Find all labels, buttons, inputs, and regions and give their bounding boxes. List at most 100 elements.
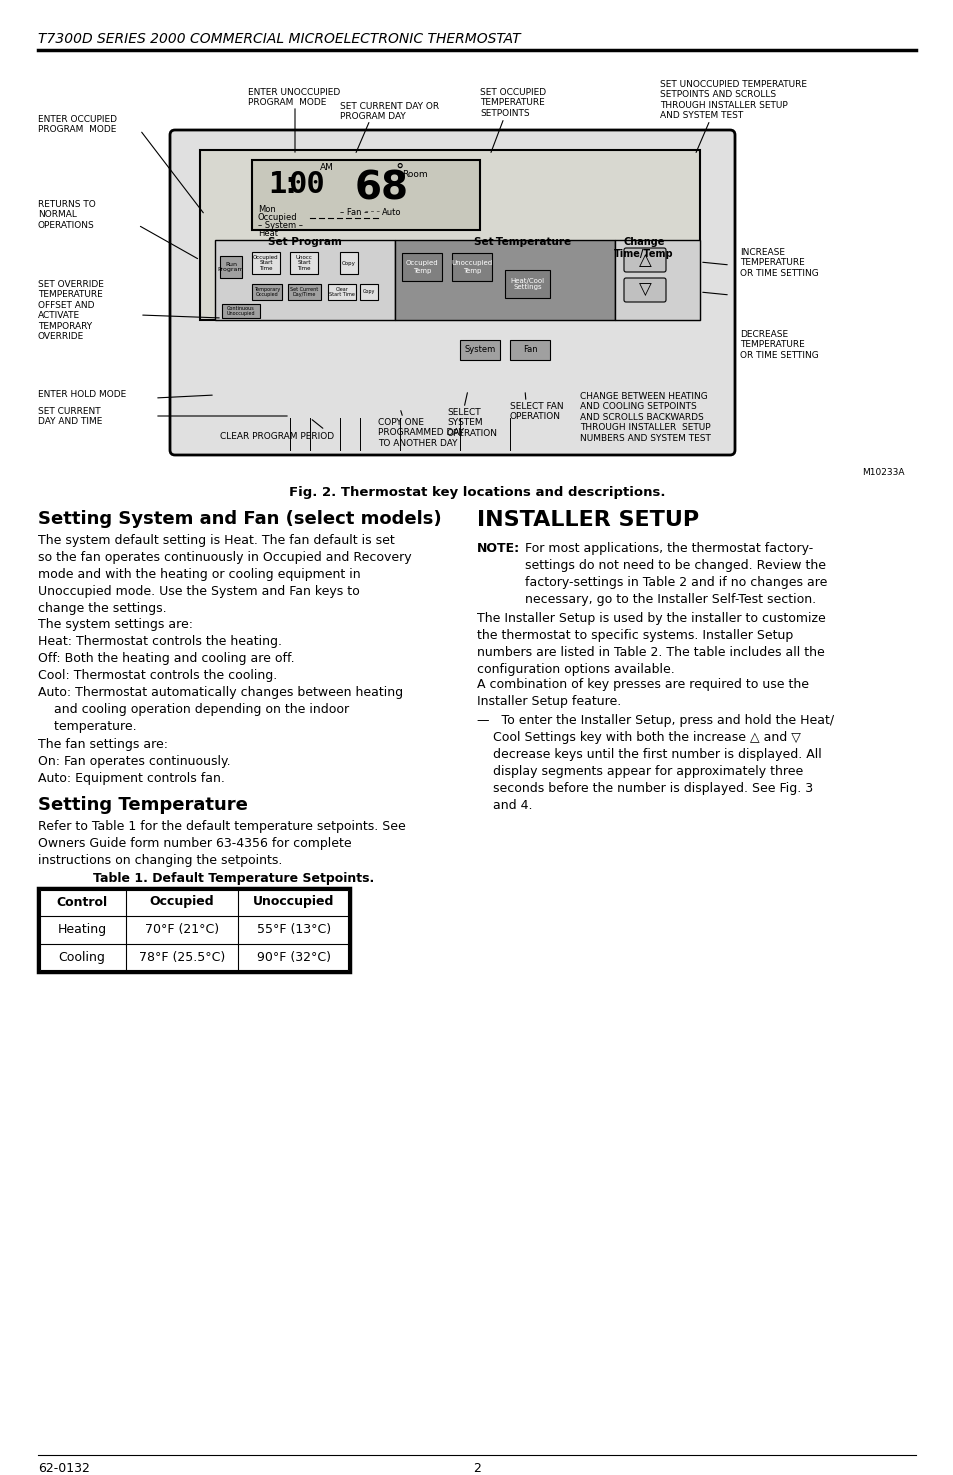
Text: Heat/Cool
Settings: Heat/Cool Settings: [510, 277, 544, 291]
Text: 1: 1: [268, 170, 286, 199]
Text: – System –: – System –: [257, 221, 303, 230]
Text: CLEAR PROGRAM PERIOD: CLEAR PROGRAM PERIOD: [220, 432, 334, 441]
Text: ENTER OCCUPIED
PROGRAM  MODE: ENTER OCCUPIED PROGRAM MODE: [38, 115, 117, 134]
Bar: [214, 240, 395, 320]
Bar: [252, 159, 479, 230]
Text: △: △: [638, 251, 651, 268]
Text: 55°F (13°C): 55°F (13°C): [256, 923, 331, 937]
Bar: [615, 240, 700, 320]
Text: Mon: Mon: [257, 205, 275, 214]
Text: Set Program: Set Program: [268, 237, 341, 246]
Bar: [395, 240, 615, 320]
Text: Temporary
Occupied: Temporary Occupied: [253, 286, 280, 298]
Bar: [38, 888, 350, 972]
Bar: [290, 252, 317, 274]
Text: Room: Room: [401, 170, 427, 178]
Text: Run
Program: Run Program: [217, 261, 244, 273]
Text: Set Temperature: Set Temperature: [474, 237, 571, 246]
Bar: [288, 285, 320, 299]
Text: T7300D SERIES 2000 COMMERCIAL MICROELECTRONIC THERMOSTAT: T7300D SERIES 2000 COMMERCIAL MICROELECT…: [38, 32, 520, 46]
Text: – – –: – – –: [365, 208, 379, 214]
Text: Set Current
Day/Time: Set Current Day/Time: [290, 286, 318, 298]
Text: Change
Time/Temp: Change Time/Temp: [614, 237, 673, 258]
Bar: [504, 270, 550, 298]
Text: AM: AM: [319, 164, 334, 173]
Text: Occupied: Occupied: [257, 212, 297, 223]
Text: :: :: [281, 170, 299, 199]
Text: 78°F (25.5°C): 78°F (25.5°C): [139, 951, 225, 965]
Text: NOTE:: NOTE:: [476, 541, 519, 555]
Text: System: System: [464, 345, 496, 354]
Text: SET CURRENT DAY OR
PROGRAM DAY: SET CURRENT DAY OR PROGRAM DAY: [339, 102, 438, 121]
Text: 00: 00: [288, 170, 324, 199]
Text: Copy: Copy: [342, 261, 355, 266]
Text: Unocc
Start
Time: Unocc Start Time: [295, 255, 313, 271]
Text: Fig. 2. Thermostat key locations and descriptions.: Fig. 2. Thermostat key locations and des…: [289, 485, 664, 499]
Text: Heat: Heat: [257, 229, 277, 237]
Text: Table 1. Default Temperature Setpoints.: Table 1. Default Temperature Setpoints.: [92, 872, 374, 885]
Text: 2: 2: [473, 1462, 480, 1475]
Text: INCREASE
TEMPERATURE
OR TIME SETTING: INCREASE TEMPERATURE OR TIME SETTING: [740, 248, 818, 277]
Text: Cooling: Cooling: [58, 951, 106, 965]
Text: —   To enter the Installer Setup, press and hold the Heat/
    Cool Settings key: — To enter the Installer Setup, press an…: [476, 714, 833, 813]
Text: Fan: Fan: [522, 345, 537, 354]
Text: Clear
Start Time: Clear Start Time: [329, 286, 355, 298]
Bar: [339, 252, 357, 274]
Text: SET OVERRIDE
TEMPERATURE
OFFSET AND
ACTIVATE
TEMPORARY
OVERRIDE: SET OVERRIDE TEMPERATURE OFFSET AND ACTI…: [38, 280, 104, 341]
Text: INSTALLER SETUP: INSTALLER SETUP: [476, 510, 699, 530]
Text: Setting Temperature: Setting Temperature: [38, 796, 248, 814]
Text: Setting System and Fan (select models): Setting System and Fan (select models): [38, 510, 441, 528]
Text: The Installer Setup is used by the installer to customize
the thermostat to spec: The Installer Setup is used by the insta…: [476, 612, 825, 676]
Bar: [359, 285, 377, 299]
Text: SELECT
SYSTEM
OPERATION: SELECT SYSTEM OPERATION: [447, 409, 497, 438]
Text: 68: 68: [355, 170, 409, 208]
FancyBboxPatch shape: [170, 130, 734, 454]
Text: Copy: Copy: [362, 289, 375, 295]
Text: DECREASE
TEMPERATURE
OR TIME SETTING: DECREASE TEMPERATURE OR TIME SETTING: [740, 330, 818, 360]
Text: SET UNOCCUPIED TEMPERATURE
SETPOINTS AND SCROLLS
THROUGH INSTALLER SETUP
AND SYS: SET UNOCCUPIED TEMPERATURE SETPOINTS AND…: [659, 80, 806, 119]
Bar: [328, 285, 355, 299]
Text: Refer to Table 1 for the default temperature setpoints. See
Owners Guide form nu: Refer to Table 1 for the default tempera…: [38, 820, 405, 867]
Text: ENTER HOLD MODE: ENTER HOLD MODE: [38, 389, 126, 400]
Bar: [222, 304, 260, 319]
Text: Occupied
Temp: Occupied Temp: [405, 261, 437, 273]
Text: A combination of key presses are required to use the
Installer Setup feature.: A combination of key presses are require…: [476, 678, 808, 708]
Text: ▽: ▽: [638, 282, 651, 299]
Text: The system default setting is Heat. The fan default is set
so the fan operates c: The system default setting is Heat. The …: [38, 534, 411, 615]
Text: 70°F (21°C): 70°F (21°C): [145, 923, 219, 937]
Bar: [200, 150, 700, 320]
Bar: [220, 257, 242, 277]
Text: °: °: [395, 162, 403, 180]
Text: SET OCCUPIED
TEMPERATURE
SETPOINTS: SET OCCUPIED TEMPERATURE SETPOINTS: [479, 88, 545, 118]
Bar: [452, 254, 492, 282]
Text: Unoccupied: Unoccupied: [253, 895, 335, 909]
Bar: [401, 254, 441, 282]
Bar: [459, 341, 499, 360]
Text: M10233A: M10233A: [862, 468, 903, 476]
Text: The system settings are:
Heat: Thermostat controls the heating.
Off: Both the he: The system settings are: Heat: Thermosta…: [38, 618, 403, 733]
Text: For most applications, the thermostat factory-
settings do not need to be change: For most applications, the thermostat fa…: [524, 541, 826, 606]
Text: ENTER UNOCCUPIED
PROGRAM  MODE: ENTER UNOCCUPIED PROGRAM MODE: [248, 88, 340, 108]
Text: CHANGE BETWEEN HEATING
AND COOLING SETPOINTS
AND SCROLLS BACKWARDS
THROUGH INSTA: CHANGE BETWEEN HEATING AND COOLING SETPO…: [579, 392, 710, 442]
Text: 62-0132: 62-0132: [38, 1462, 90, 1475]
Text: SELECT FAN
OPERATION: SELECT FAN OPERATION: [510, 403, 563, 422]
Text: Unoccupied
Temp: Unoccupied Temp: [451, 261, 492, 273]
Text: Continuous
Unoccupied: Continuous Unoccupied: [227, 305, 255, 317]
FancyBboxPatch shape: [623, 248, 665, 271]
Text: Occupied
Start
Time: Occupied Start Time: [253, 255, 278, 271]
Bar: [252, 252, 280, 274]
Text: Occupied: Occupied: [150, 895, 214, 909]
Text: 90°F (32°C): 90°F (32°C): [256, 951, 331, 965]
Text: COPY ONE
PROGRAMMED DAY
TO ANOTHER DAY: COPY ONE PROGRAMMED DAY TO ANOTHER DAY: [377, 417, 463, 448]
Text: Auto: Auto: [381, 208, 401, 217]
Text: SET CURRENT
DAY AND TIME: SET CURRENT DAY AND TIME: [38, 407, 102, 426]
Bar: [40, 889, 348, 971]
Text: Heating: Heating: [57, 923, 107, 937]
Bar: [252, 285, 282, 299]
FancyBboxPatch shape: [623, 277, 665, 302]
Text: – Fan –: – Fan –: [339, 208, 368, 217]
Bar: [510, 341, 550, 360]
Text: Control: Control: [56, 895, 108, 909]
Text: RETURNS TO
NORMAL
OPERATIONS: RETURNS TO NORMAL OPERATIONS: [38, 201, 95, 230]
Text: The fan settings are:
On: Fan operates continuously.
Auto: Equipment controls fa: The fan settings are: On: Fan operates c…: [38, 738, 231, 785]
